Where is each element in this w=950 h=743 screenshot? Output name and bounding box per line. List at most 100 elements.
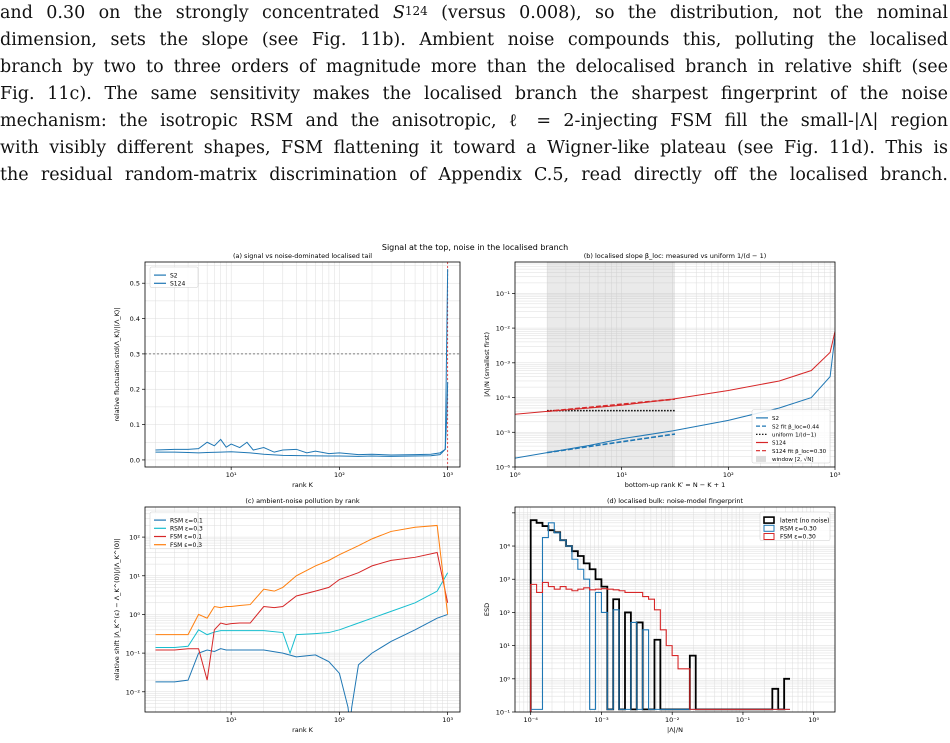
y-tick-label: 10¹ (129, 572, 140, 580)
legend-label: S2 (772, 416, 779, 422)
x-tick-label: 10³ (442, 471, 453, 479)
text-line-1: and 0.30 on the strongly concentrated S1… (0, 3, 948, 23)
text-line-4: Fig. 11c). The same sensitivity makes th… (0, 84, 948, 104)
legend-box (149, 511, 199, 550)
y-tick-label: 10⁻¹ (496, 709, 511, 717)
legend-label: FSM ε=0.1 (170, 534, 202, 541)
x-tick-label: 10² (723, 471, 734, 479)
legend-label: FSM ε=0.3 (170, 542, 202, 549)
panel-title: (d) localised bulk: noise-model fingerpr… (607, 497, 744, 505)
y-tick-label: 10² (499, 609, 510, 617)
fit-window (547, 262, 675, 467)
y-tick-label: 10⁻⁶ (496, 464, 511, 472)
text-line-5: mechanism: the isotropic RSM and the ani… (0, 111, 948, 131)
plot-area (515, 331, 835, 459)
legend-box (751, 409, 831, 464)
legend-label: RSM ε=0.1 (170, 517, 203, 524)
y-tick-label: 10⁻³ (496, 359, 511, 367)
legend-box (149, 266, 199, 288)
legend-label: RSM ε=0.30 (780, 526, 817, 533)
y-tick-label: 10⁻² (126, 688, 141, 696)
x-tick-label: 10⁰ (808, 716, 819, 724)
series-FSM ε=0.30 (530, 581, 791, 712)
y-tick-label: 10² (129, 534, 140, 542)
legend-label: window [2, √N] (772, 456, 814, 463)
y-tick-label: 10⁰ (499, 675, 510, 683)
axes-frame (514, 261, 836, 468)
y-axis-label: |Λ|/N (smallest first) (483, 332, 491, 397)
x-tick-label: 10⁻⁴ (524, 716, 539, 724)
y-axis-label: relative shift |Λ_K^(ε) − Λ_K^(0)|/|Λ_K^… (113, 538, 121, 680)
x-tick-label: 10⁻¹ (736, 716, 751, 724)
legend-label: S124 (170, 281, 185, 288)
figure-suptitle: Signal at the top, noise in the localise… (382, 243, 568, 252)
panel-d: 10⁻⁴ 10⁻³ 10⁻² 10⁻¹ 10⁰ 10⁻¹ 10⁰ 10¹ 10² 10³ 10⁴ (d… (483, 497, 836, 734)
legend-swatch (763, 524, 775, 532)
y-axis-label: relative fluctuation std(Λ_K)/|⟨Λ_K⟩| (113, 307, 121, 421)
axes-frame (514, 506, 836, 713)
series-S2 fit β_loc=0.44 (546, 433, 676, 454)
legend-label: latent (no noise) (780, 517, 829, 524)
legend-swatch (763, 516, 775, 524)
text-line-3: branch by two to three orders of magnitu… (0, 57, 948, 77)
text-line-2: dimension, sets the slope (see Fig. 11b)… (0, 30, 948, 50)
panel-c: 10¹ 10² 10³ 10⁻² 10⁻¹ 10⁰ 10¹ 10² (c) ambient-no… (113, 497, 461, 734)
x-tick-label: 10⁻² (665, 716, 680, 724)
y-tick-label: 10⁻⁴ (496, 394, 511, 402)
series-FSM ε=0.1 (155, 551, 449, 681)
x-tick-label: 10⁻³ (594, 716, 609, 724)
text-line-7: the residual random-matrix discriminatio… (0, 165, 948, 185)
series-S124 fit β_loc=0.30 (547, 398, 676, 413)
series-S2 (155, 269, 449, 457)
x-axis-label: |Λ|/N (667, 726, 683, 734)
series-FSM ε=0.3 (155, 524, 449, 636)
x-tick-label: 10² (334, 716, 345, 724)
x-axis-label: rank K (292, 481, 314, 489)
panel-a: 10¹ 10² 10³ 0.0 0.1 0.2 0.3 0.4 0.5 (a) signal vs… (113, 252, 461, 489)
x-tick-label: 10³ (442, 716, 453, 724)
text-line-6: with visibly different shapes, FSM flatt… (0, 138, 948, 158)
legend-label: S124 (772, 441, 786, 447)
y-tick-label: 10⁻² (496, 325, 511, 333)
x-axis-label: rank K (292, 726, 314, 734)
y-tick-label: 10⁰ (129, 611, 140, 619)
legend-label: S2 fit β_loc=0.44 (772, 424, 820, 430)
grid (145, 262, 460, 467)
y-tick-label: 0.2 (130, 386, 140, 394)
x-tick-label: 10² (334, 471, 345, 479)
axes-frame (144, 261, 461, 468)
legend-label: S124 fit β_loc=0.30 (772, 449, 827, 455)
y-tick-label: 10⁻¹ (126, 650, 141, 658)
x-tick-label: 10⁰ (510, 471, 521, 479)
y-tick-label: 0.4 (130, 315, 140, 323)
y-tick-label: 10¹ (499, 642, 510, 650)
y-tick-label: 0.5 (130, 280, 140, 288)
y-tick-label: 10³ (499, 576, 510, 584)
legend-label: RSM ε=0.3 (170, 526, 203, 533)
legend-label: S2 (170, 272, 178, 279)
y-axis-label: ESD (483, 603, 491, 616)
x-tick-label: 10¹ (616, 471, 627, 479)
x-tick-label: 10¹ (226, 716, 237, 724)
plot-area (155, 524, 449, 712)
y-tick-label: 0.1 (130, 421, 140, 429)
series-RSM ε=0.1 (155, 613, 448, 712)
legend-box (759, 511, 831, 541)
legend: S2 S124 (149, 266, 199, 288)
legend-label: uniform 1/(d−1) (772, 433, 816, 439)
panel-b: 10⁰ 10¹ 10² 10³ 10⁻⁶ 10⁻⁵ 10⁻⁴ 10⁻³ 10⁻² 10⁻¹ (b) … (483, 252, 841, 489)
series-S124 (155, 382, 449, 456)
series-RSM ε=0.3 (155, 572, 449, 655)
legend-swatch (756, 455, 766, 462)
legend-label: FSM ε=0.30 (780, 534, 816, 541)
x-tick-label: 10¹ (226, 471, 237, 479)
y-tick-label: 0.3 (130, 350, 140, 358)
legend-swatch (763, 533, 775, 540)
plot-area (529, 519, 791, 712)
plot-area (145, 262, 460, 467)
panel-title: (b) localised slope β_loc: measured vs u… (584, 252, 767, 260)
